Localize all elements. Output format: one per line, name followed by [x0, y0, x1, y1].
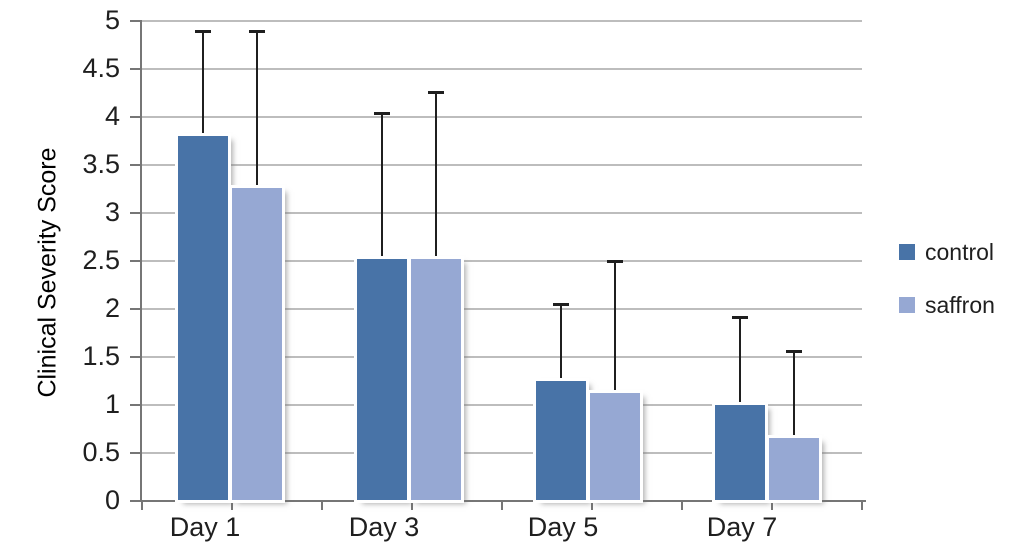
y-axis-tick — [130, 164, 141, 166]
bar-saffron — [590, 393, 640, 500]
y-tick-label: 1.5 — [82, 340, 120, 371]
bar-control — [178, 136, 228, 500]
x-axis-tick — [861, 501, 863, 510]
y-tick-label: 4.5 — [82, 52, 120, 83]
y-gridline — [142, 308, 862, 310]
y-gridline — [142, 20, 862, 22]
error-bar-control — [560, 304, 562, 378]
y-tick-label: 4 — [104, 100, 120, 131]
y-axis-tick — [130, 308, 141, 310]
y-tick-label: 0.5 — [82, 436, 120, 467]
bar-saffron — [232, 188, 282, 500]
y-axis-tick — [130, 356, 141, 358]
x-axis-tick — [681, 501, 683, 510]
error-bar-saffron — [793, 351, 795, 435]
y-tick-label: 2.5 — [82, 244, 120, 275]
y-tick-label: 5 — [104, 4, 120, 35]
error-bar-saffron — [614, 261, 616, 391]
y-axis-tick — [130, 116, 141, 118]
x-category-label: Day 3 — [348, 512, 420, 542]
legend-label-saffron: saffron — [925, 291, 995, 318]
y-axis-tick — [130, 212, 141, 214]
legend: control saffron — [899, 238, 995, 346]
y-gridline — [142, 260, 862, 262]
y-tick-label: 3 — [104, 196, 120, 227]
bar-control — [715, 405, 765, 500]
error-bar-cap-control — [374, 112, 390, 116]
error-bar-cap-control — [195, 29, 211, 33]
y-gridline — [142, 116, 862, 118]
error-bar-cap-saffron — [428, 91, 444, 95]
x-axis-line — [140, 500, 866, 502]
error-bar-control — [381, 113, 383, 257]
x-axis-tick — [321, 501, 323, 510]
error-bar-saffron — [435, 92, 437, 257]
y-axis-tick — [130, 404, 141, 406]
y-tick-label: 2 — [104, 292, 120, 323]
y-gridline — [142, 404, 862, 406]
error-bar-control — [202, 30, 204, 134]
x-axis-tick — [591, 501, 593, 510]
legend-item-control: control — [899, 238, 995, 265]
x-axis-tick — [501, 501, 503, 510]
error-bar-control — [739, 316, 741, 402]
error-bar-saffron — [256, 30, 258, 186]
bar-control — [536, 381, 586, 500]
error-bar-cap-control — [553, 303, 569, 307]
error-bar-cap-control — [732, 315, 748, 319]
y-gridline — [142, 452, 862, 454]
x-axis-tick — [411, 501, 413, 510]
y-axis-tick — [130, 68, 141, 70]
x-axis-tick — [141, 501, 143, 510]
error-bar-cap-saffron — [607, 260, 623, 263]
legend-label-control: control — [925, 238, 995, 265]
legend-item-saffron: saffron — [899, 291, 995, 318]
error-bar-cap-saffron — [786, 350, 802, 354]
x-category-label: Day 5 — [527, 512, 599, 542]
x-axis-tick — [771, 501, 773, 510]
error-bar-cap-saffron — [249, 29, 265, 33]
y-gridline — [142, 68, 862, 70]
y-axis-tick — [130, 500, 141, 502]
bar-control — [357, 259, 407, 500]
y-axis-tick — [130, 260, 141, 262]
y-axis-tick — [130, 20, 141, 22]
x-axis-tick — [231, 501, 233, 510]
x-category-label: Day 7 — [706, 512, 778, 542]
y-tick-label: 3.5 — [82, 148, 120, 179]
y-axis-line — [140, 20, 142, 502]
legend-swatch-saffron — [899, 297, 915, 313]
y-axis-tick — [130, 452, 141, 454]
y-gridline — [142, 356, 862, 358]
bar-saffron — [411, 259, 461, 500]
legend-swatch-control — [899, 244, 915, 260]
x-category-label: Day 1 — [169, 512, 241, 542]
y-gridline — [142, 164, 862, 166]
y-tick-label: 0 — [104, 484, 120, 515]
y-gridline — [142, 212, 862, 214]
y-tick-label: 1 — [104, 388, 120, 419]
bar-saffron — [769, 437, 819, 500]
